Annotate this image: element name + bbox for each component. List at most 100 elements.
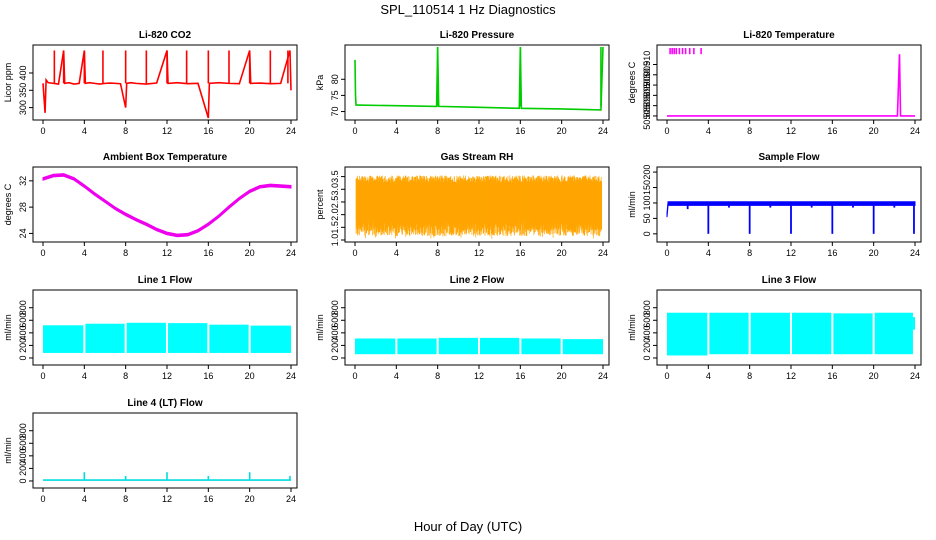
y-tick-label: 400 xyxy=(18,448,28,463)
x-tick-label: 24 xyxy=(286,371,296,381)
panel-pressure: Li-820 Pressure kPa 0 4 8 12 16 20 24 70 75 80 xyxy=(315,30,610,136)
panel-ylabel: Licor ppm xyxy=(3,63,13,103)
y-tick-label: 3.0 xyxy=(330,183,340,196)
x-tick-label: 20 xyxy=(245,126,255,136)
panel-title: Line 4 (LT) Flow xyxy=(127,398,203,409)
y-tick-label: 1.0 xyxy=(330,234,340,247)
x-tick-label: 20 xyxy=(869,371,879,381)
panel-line2: Line 2 Flow ml/min 0 4 8 12 16 20 24 0 20040060080… xyxy=(315,275,610,381)
y-tick-label: 200 xyxy=(642,165,652,180)
x-tick-label: 0 xyxy=(40,248,45,258)
y-tick-label: 400 xyxy=(642,325,652,340)
y-tick-label: 0 xyxy=(330,355,340,360)
x-tick-label: 24 xyxy=(286,126,296,136)
panel-ylabel: ml/min xyxy=(627,314,637,341)
y-tick-label: 600 xyxy=(18,313,28,328)
flow-segment xyxy=(792,312,832,355)
x-tick-label: 0 xyxy=(664,248,669,258)
flow-segment xyxy=(209,324,249,353)
flow-segment xyxy=(480,337,520,355)
x-tick-label: 4 xyxy=(706,371,711,381)
x-tick-label: 16 xyxy=(515,126,525,136)
panel-ylabel: ml/min xyxy=(3,437,13,464)
x-tick-label: 20 xyxy=(245,494,255,504)
x-tick-label: 20 xyxy=(245,248,255,258)
x-tick-label: 24 xyxy=(598,126,608,136)
panel-ylabel: kPa xyxy=(315,75,325,91)
y-tick-label: 300 xyxy=(18,100,28,115)
x-tick-label: 4 xyxy=(82,126,87,136)
x-tick-label: 4 xyxy=(82,248,87,258)
panel-ylabel: percent xyxy=(315,189,325,220)
x-tick-label: 16 xyxy=(203,494,213,504)
plot-box xyxy=(32,412,298,489)
y-tick-label: 800 xyxy=(330,300,340,315)
panel-marks xyxy=(355,337,603,355)
flow-segment xyxy=(521,338,561,355)
flow-segment xyxy=(833,313,873,355)
x-tick-label: 20 xyxy=(557,126,567,136)
x-tick-label: 0 xyxy=(40,494,45,504)
flow-segment xyxy=(874,312,913,355)
x-tick-label: 12 xyxy=(474,371,484,381)
x-tick-label: 8 xyxy=(123,126,128,136)
figure-title: SPL_110514 1 Hz Diagnostics xyxy=(380,2,556,17)
y-tick-label: 75 xyxy=(330,90,340,100)
y-tick-label: 200 xyxy=(18,338,28,353)
x-tick-label: 16 xyxy=(827,126,837,136)
x-tick-label: 12 xyxy=(162,126,172,136)
panel-ylabel: ml/min xyxy=(627,191,637,218)
panel-marks xyxy=(666,201,916,234)
x-tick-label: 20 xyxy=(245,371,255,381)
x-tick-label: 20 xyxy=(869,248,879,258)
x-tick-label: 20 xyxy=(557,371,567,381)
y-tick-label: 800 xyxy=(642,300,652,315)
x-tick-label: 8 xyxy=(123,371,128,381)
x-tick-label: 24 xyxy=(910,248,920,258)
panel-ylabel: ml/min xyxy=(3,314,13,341)
x-tick-label: 8 xyxy=(435,371,440,381)
plot-box xyxy=(656,44,922,121)
flow-segment xyxy=(397,338,437,355)
y-tick-label: 200 xyxy=(330,338,340,353)
x-tick-label: 12 xyxy=(786,248,796,258)
series-line xyxy=(667,54,915,117)
figure-xlabel: Hour of Day (UTC) xyxy=(414,519,522,534)
flow-segment xyxy=(562,339,603,355)
panel-marks xyxy=(667,312,915,356)
x-tick-label: 0 xyxy=(40,371,45,381)
panel-title: Ambient Box Temperature xyxy=(103,152,228,163)
x-tick-label: 12 xyxy=(786,126,796,136)
y-tick-label: 32 xyxy=(18,176,28,186)
panel-title: Li-820 Pressure xyxy=(440,30,515,41)
panel-title: Gas Stream RH xyxy=(441,152,514,163)
y-tick-label: 200 xyxy=(642,338,652,353)
x-tick-label: 24 xyxy=(598,371,608,381)
x-tick-label: 0 xyxy=(352,126,357,136)
y-tick-label: 350 xyxy=(18,83,28,98)
x-tick-label: 0 xyxy=(664,126,669,136)
panel-ambient: Ambient Box Temperature degrees C 0 4 8 12 16 2… xyxy=(3,152,298,258)
x-tick-label: 12 xyxy=(162,371,172,381)
series-band xyxy=(42,173,292,238)
y-tick-label: 2.0 xyxy=(330,208,340,221)
x-tick-label: 8 xyxy=(747,126,752,136)
y-tick-label: 400 xyxy=(18,325,28,340)
flow-segment xyxy=(667,312,708,356)
y-tick-label: 70 xyxy=(330,107,340,117)
plot-box xyxy=(32,44,298,121)
y-tick-label: 100 xyxy=(642,195,652,210)
panel-title: Line 1 Flow xyxy=(138,275,193,286)
y-tick-label: 800 xyxy=(18,300,28,315)
x-tick-label: 24 xyxy=(910,126,920,136)
x-tick-label: 24 xyxy=(286,248,296,258)
panel-marks xyxy=(42,173,292,238)
plot-box xyxy=(32,166,298,243)
panel-marks xyxy=(667,48,915,117)
x-tick-label: 12 xyxy=(162,248,172,258)
y-tick-label: 400 xyxy=(330,325,340,340)
x-tick-label: 12 xyxy=(474,248,484,258)
panel-co2: Li-820 CO2 Licor ppm 0 4 8 12 16 20 24 300 350 400 xyxy=(3,30,298,136)
